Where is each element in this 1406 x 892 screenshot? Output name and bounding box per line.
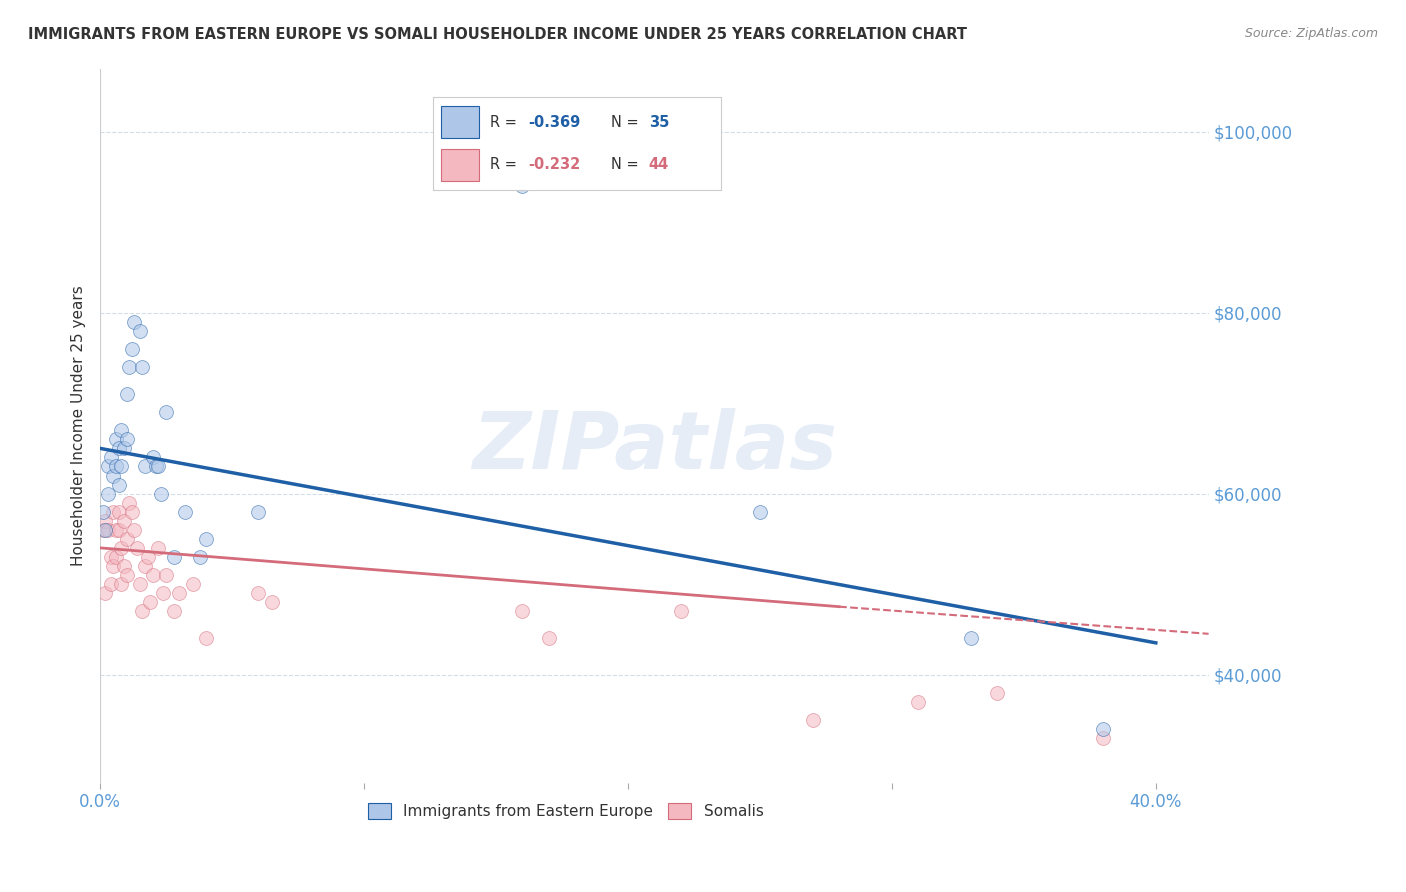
Point	[512, 179, 534, 194]
Point	[124, 523, 146, 537]
Point	[97, 486, 120, 500]
Point	[163, 549, 186, 564]
Point	[112, 558, 135, 573]
Point	[110, 577, 132, 591]
Point	[115, 433, 138, 447]
Point	[100, 549, 122, 564]
Point	[100, 577, 122, 591]
Point	[104, 459, 127, 474]
Point	[94, 586, 117, 600]
Point	[148, 541, 170, 555]
Point	[125, 541, 148, 555]
Point	[118, 359, 141, 374]
Point	[145, 459, 167, 474]
Point	[907, 695, 929, 709]
Point	[110, 459, 132, 474]
Point	[152, 586, 174, 600]
Point	[118, 496, 141, 510]
Point	[110, 423, 132, 437]
Point	[91, 505, 114, 519]
Point	[97, 459, 120, 474]
Point	[149, 486, 172, 500]
Point	[142, 568, 165, 582]
Point	[173, 505, 195, 519]
Point	[115, 568, 138, 582]
Point	[1092, 731, 1115, 745]
Point	[107, 523, 129, 537]
Point	[260, 595, 283, 609]
Point	[112, 514, 135, 528]
Point	[986, 685, 1008, 699]
Point	[801, 713, 824, 727]
Point	[136, 549, 159, 564]
Point	[103, 558, 125, 573]
Point	[669, 604, 692, 618]
Point	[115, 387, 138, 401]
Point	[107, 442, 129, 456]
Point	[107, 505, 129, 519]
Point	[181, 577, 204, 591]
Point	[960, 632, 983, 646]
Point	[139, 595, 162, 609]
Point	[247, 505, 270, 519]
Point	[97, 523, 120, 537]
Point	[748, 505, 770, 519]
Point	[134, 459, 156, 474]
Point	[112, 442, 135, 456]
Point	[163, 604, 186, 618]
Point	[104, 433, 127, 447]
Point	[124, 315, 146, 329]
Point	[131, 359, 153, 374]
Point	[103, 505, 125, 519]
Point	[107, 477, 129, 491]
Text: IMMIGRANTS FROM EASTERN EUROPE VS SOMALI HOUSEHOLDER INCOME UNDER 25 YEARS CORRE: IMMIGRANTS FROM EASTERN EUROPE VS SOMALI…	[28, 27, 967, 42]
Point	[104, 549, 127, 564]
Point	[103, 468, 125, 483]
Text: ZIPatlas: ZIPatlas	[472, 409, 837, 486]
Point	[128, 324, 150, 338]
Point	[91, 523, 114, 537]
Point	[94, 514, 117, 528]
Point	[142, 450, 165, 465]
Point	[121, 505, 143, 519]
Point	[110, 541, 132, 555]
Point	[247, 586, 270, 600]
Point	[148, 459, 170, 474]
Text: Source: ZipAtlas.com: Source: ZipAtlas.com	[1244, 27, 1378, 40]
Point	[190, 549, 212, 564]
Point	[169, 586, 191, 600]
Point	[134, 558, 156, 573]
Point	[512, 604, 534, 618]
Point	[104, 523, 127, 537]
Legend: Immigrants from Eastern Europe, Somalis: Immigrants from Eastern Europe, Somalis	[361, 797, 769, 825]
Point	[100, 450, 122, 465]
Point	[115, 532, 138, 546]
Point	[121, 342, 143, 356]
Point	[131, 604, 153, 618]
Point	[194, 632, 217, 646]
Point	[1092, 722, 1115, 736]
Point	[94, 523, 117, 537]
Point	[537, 632, 560, 646]
Point	[155, 405, 177, 419]
Point	[155, 568, 177, 582]
Point	[128, 577, 150, 591]
Point	[194, 532, 217, 546]
Y-axis label: Householder Income Under 25 years: Householder Income Under 25 years	[72, 285, 86, 566]
